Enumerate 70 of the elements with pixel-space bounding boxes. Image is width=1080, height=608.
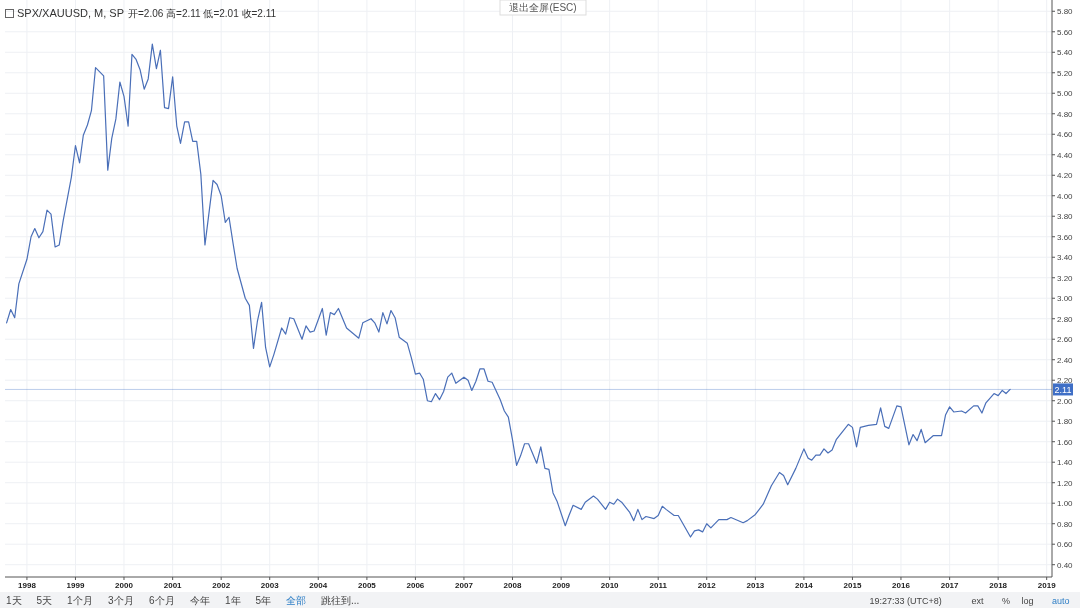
text: 6个月 [149,595,175,606]
y-tick-label: 2.60 [1057,335,1074,345]
y-tick-label: 3.00 [1057,294,1074,304]
annotation: 退出全屏(ESC) [509,2,577,13]
y-tick-label: 4.00 [1057,191,1074,201]
y-tick-label: 1.20 [1057,478,1074,488]
y-tick-label: 2.40 [1057,355,1074,365]
text: 1天 [6,595,22,606]
text: 全部 [286,595,306,606]
x-tick-label: 1999 [66,581,85,590]
x-tick-label: 2005 [358,581,377,590]
text: 今年 [190,595,210,606]
y-tick-label: 4.20 [1057,171,1074,181]
x-tick-label: 2014 [795,581,814,590]
y-tick-label: 5.20 [1057,68,1074,78]
y-tick-label: 1.60 [1057,437,1074,447]
x-tick-label: 2002 [212,581,231,590]
x-tick-label: 2010 [600,581,620,590]
y-tick-label: 0.60 [1057,540,1074,550]
y-tick-label: 5.60 [1057,27,1074,37]
x-tick-label: 2003 [260,581,280,590]
y-tick-label: 4.40 [1057,150,1074,160]
x-tick-label: 2008 [503,581,522,590]
y-tick-label: 1.40 [1057,458,1074,468]
y-tick-label: 2.00 [1057,396,1074,406]
y-tick-label: 3.20 [1057,273,1074,283]
text: 跳往到... [321,595,360,606]
y-tick-label: 5.40 [1057,48,1074,58]
y-tick-label: 3.80 [1057,212,1074,222]
x-tick-label: 2019 [1037,581,1057,590]
y-tick-label: 4.60 [1057,130,1074,140]
y-tick-label: 0.80 [1057,519,1074,529]
text: SPX/XAUUSD, M, SP [17,7,124,19]
x-tick-label: 2006 [406,581,425,590]
ref-line-label: 2.11 [1054,384,1072,395]
text: log [1021,596,1034,606]
y-tick-label: 0.40 [1057,560,1074,570]
x-tick-label: 2009 [552,581,571,590]
x-tick-label: 2015 [843,581,862,590]
y-tick-label: 3.60 [1057,232,1074,242]
text: 5天 [36,595,53,606]
x-tick-label: 2011 [649,581,668,590]
text: auto [1052,596,1070,606]
y-tick-label: 2.80 [1057,314,1074,324]
x-tick-label: 2000 [115,581,134,590]
y-tick-label: 3.40 [1057,253,1074,263]
text: % [1002,596,1011,606]
x-tick-label: 2004 [309,581,328,590]
x-tick-label: 2013 [746,581,765,590]
x-tick-label: 2012 [697,581,717,590]
y-tick-label: 5.80 [1057,7,1074,17]
y-tick-label: 2.20 [1057,376,1074,386]
text: 3个月 [108,595,134,606]
x-tick-label: 2016 [892,581,911,590]
x-tick-label: 1998 [18,581,37,590]
text: 1个月 [67,595,93,606]
x-tick-label: 2001 [163,581,183,590]
text: 19:27:33 (UTC+8) [869,596,942,606]
x-tick-label: 2018 [989,581,1008,590]
text: 5年 [255,595,272,606]
x-tick-label: 2017 [940,581,960,590]
y-tick-label: 1.00 [1057,499,1074,509]
y-tick-label: 1.80 [1057,417,1074,427]
text: 开=2.06 高=2.11 低=2.01 收=2.11 [128,8,277,19]
y-tick-label: 5.00 [1057,89,1074,99]
line-series [6,43,1011,538]
text: ext [971,596,985,606]
y-tick-label: 4.80 [1057,109,1074,119]
x-tick-label: 2007 [455,581,474,590]
text: 1年 [225,595,241,606]
